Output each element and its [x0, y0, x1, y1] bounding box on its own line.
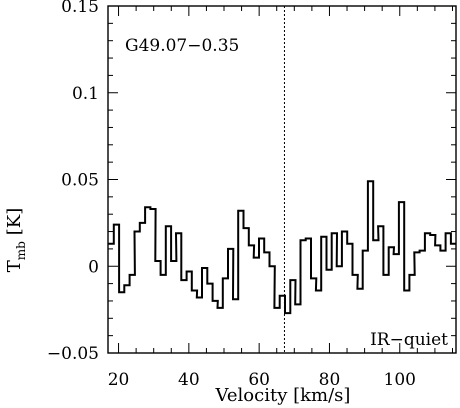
y-tick-label: 0	[88, 257, 99, 277]
y-tick-label: 0.15	[61, 0, 99, 17]
x-tick-label: 100	[384, 370, 416, 390]
y-tick-label: −0.05	[47, 344, 99, 364]
x-tick-label: 20	[108, 370, 130, 390]
y-axis-label: Tmb [K]	[4, 208, 28, 273]
x-tick-label: 60	[248, 370, 270, 390]
x-axis-label: Velocity [km/s]	[215, 385, 351, 406]
corner-annotation: IR−quiet	[370, 330, 448, 350]
x-tick-label: 40	[178, 370, 200, 390]
plot-frame	[107, 5, 457, 354]
source-name-label: G49.07−0.35	[125, 36, 239, 56]
y-axis-label-main: T	[4, 260, 25, 272]
y-axis-label-unit: [K]	[4, 208, 25, 236]
tick-labels: 20 40 60 80 100 −0.05 0 0.05 0.1 0.15	[47, 0, 416, 390]
tick-marks	[108, 5, 456, 354]
y-axis-label-subscript: mb	[14, 241, 28, 260]
x-tick-label: 80	[319, 370, 341, 390]
y-tick-label: 0.1	[72, 84, 99, 104]
spectrum-series-line	[108, 180, 456, 315]
y-tick-label: 0.05	[61, 171, 99, 191]
